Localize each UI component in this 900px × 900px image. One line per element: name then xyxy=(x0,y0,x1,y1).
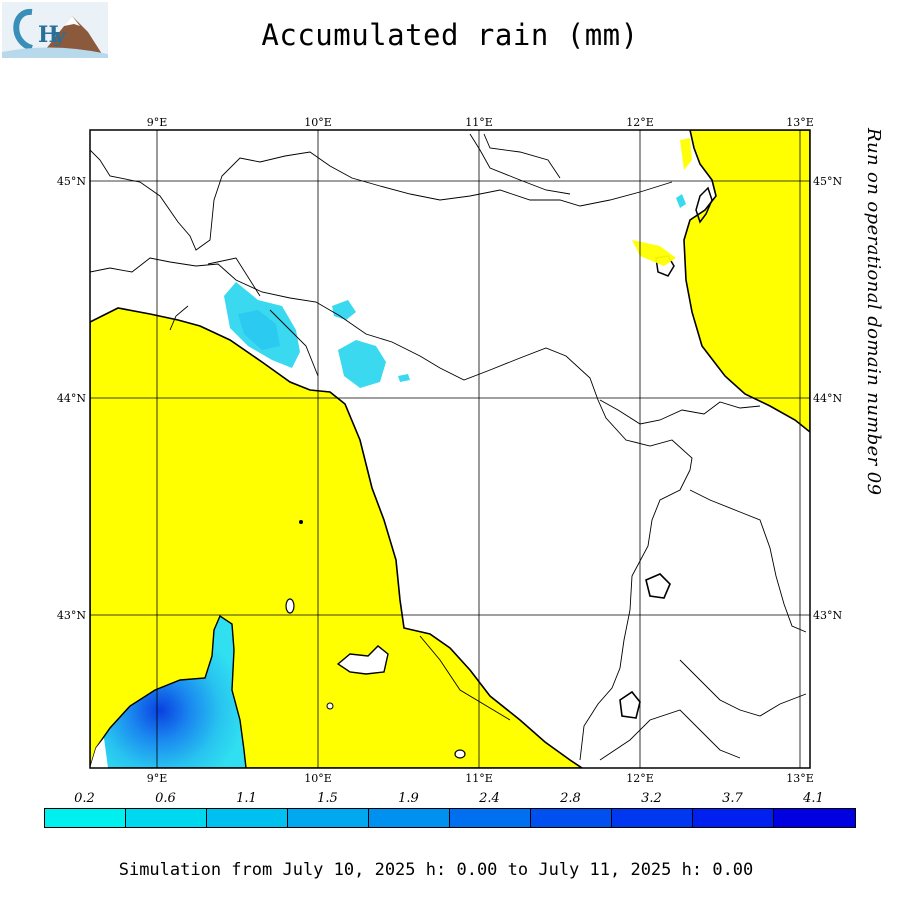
lon-tick-label: 11°E xyxy=(465,116,493,129)
svg-text:y: y xyxy=(53,23,67,47)
run-domain-caption: Run on operational domain number 09 xyxy=(862,128,892,618)
colorbar-value: 1.9 xyxy=(398,791,419,806)
colorbar-swatch xyxy=(126,809,207,827)
venice-lagoon-line xyxy=(695,186,713,224)
rain-areas xyxy=(224,138,692,388)
lon-tick-label: 10°E xyxy=(304,116,332,129)
colorbar-swatch xyxy=(207,809,288,827)
lat-tick-label: 45°N xyxy=(813,175,842,188)
colorbar-value: 2.4 xyxy=(479,791,500,806)
corsica xyxy=(90,614,247,768)
capraia-island xyxy=(285,598,295,614)
lat-tick-label: 44°N xyxy=(57,392,86,405)
lon-tick-label: 9°E xyxy=(147,772,168,785)
colorbar-swatch xyxy=(774,809,855,827)
chym-logo: H y xyxy=(2,2,108,58)
colorbar-swatch xyxy=(45,809,126,827)
lon-tick-label: 9°E xyxy=(147,116,168,129)
colorbar-value: 3.7 xyxy=(722,791,743,806)
colorbar-value: 2.8 xyxy=(560,791,581,806)
colorbar-swatches xyxy=(44,808,856,828)
map-title: Accumulated rain (mm) xyxy=(261,18,639,52)
colorbar-value: 0.2 xyxy=(74,791,95,806)
run-domain-caption-text: Run on operational domain number 09 xyxy=(863,128,884,496)
lat-tick-label: 43°N xyxy=(57,609,86,622)
colorbar-swatch xyxy=(612,809,693,827)
map-frame xyxy=(89,129,811,769)
lat-ticks-right: 45°N 44°N 43°N xyxy=(813,175,842,622)
colorbar-swatch xyxy=(693,809,774,827)
simulation-period: Simulation from July 10, 2025 h: 0.00 to… xyxy=(118,860,754,880)
colorbar-value: 3.2 xyxy=(641,791,662,806)
giglio-island xyxy=(454,749,466,759)
colorbar-swatch xyxy=(531,809,612,827)
pianosa-island xyxy=(326,702,334,710)
lon-tick-label: 12°E xyxy=(626,772,654,785)
colorbar-swatch xyxy=(369,809,450,827)
mountain-icon xyxy=(42,16,102,54)
lake-trasimeno xyxy=(645,573,671,599)
colorbar-value: 1.5 xyxy=(317,791,338,806)
colorbar-labels: 0.2 0.6 1.1 1.5 1.9 2.4 2.8 3.2 3.7 4.1 xyxy=(44,790,854,808)
lake-bolsena xyxy=(619,690,641,719)
grid-lines xyxy=(90,130,810,768)
lon-tick-label: 11°E xyxy=(465,772,493,785)
sea-east xyxy=(683,130,810,434)
colorbar-value: 1.1 xyxy=(236,791,257,806)
lat-tick-label: 43°N xyxy=(813,609,842,622)
lon-ticks-top: 9°E 10°E 11°E 12°E 13°E xyxy=(147,116,814,129)
lon-tick-label: 13°E xyxy=(786,116,814,129)
lon-tick-label: 10°E xyxy=(304,772,332,785)
lat-ticks-left: 45°N 44°N 43°N xyxy=(57,175,86,622)
admin-boundaries xyxy=(90,133,807,761)
lon-tick-label: 13°E xyxy=(786,772,814,785)
lat-tick-label: 44°N xyxy=(813,392,842,405)
colorbar-value: 0.6 xyxy=(155,791,176,806)
lat-tick-label: 45°N xyxy=(57,175,86,188)
lon-tick-label: 12°E xyxy=(626,116,654,129)
colorbar-swatch xyxy=(450,809,531,827)
elba-island xyxy=(336,645,389,675)
rain-map: 9°E 10°E 11°E 12°E 13°E 9°E 10°E 11°E 12… xyxy=(57,116,843,785)
lon-ticks-bottom: 9°E 10°E 11°E 12°E 13°E xyxy=(147,772,814,785)
colorbar-legend: 0.2 0.6 1.1 1.5 1.9 2.4 2.8 3.2 3.7 4.1 xyxy=(44,790,856,830)
colorbar-value: 4.1 xyxy=(803,791,824,806)
colorbar-swatch xyxy=(288,809,369,827)
svg-text:H: H xyxy=(38,22,59,48)
